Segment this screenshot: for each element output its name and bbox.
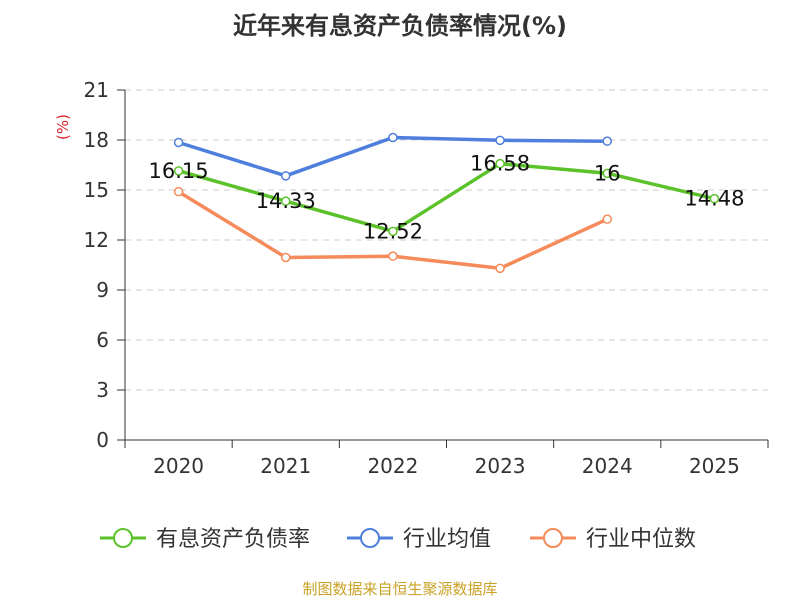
y-tick-label: 9 (96, 278, 109, 302)
data-point (495, 158, 505, 169)
data-point (709, 193, 720, 204)
legend-marker (543, 528, 563, 548)
data-point (281, 196, 291, 206)
y-tick-label: 0 (96, 428, 109, 452)
data-point (388, 132, 398, 143)
legend-marker (113, 528, 133, 548)
y-tick-label: 6 (96, 328, 109, 352)
data-point (281, 252, 291, 263)
data-point (602, 168, 612, 179)
x-tick-label: 2022 (367, 454, 418, 478)
y-tick-label: 21 (84, 78, 109, 102)
data-label: 16.58 (470, 152, 530, 176)
chart-title: 近年来有息资产负债率情况(%) (233, 12, 567, 40)
data-point (602, 136, 612, 146)
legend-marker (360, 528, 380, 548)
legend-label: 行业中位数 (586, 527, 696, 552)
x-tick-label: 2025 (689, 454, 740, 478)
x-tick-label: 2021 (260, 454, 311, 478)
data-point (173, 186, 184, 197)
data-point (281, 171, 291, 181)
data-point (173, 166, 184, 176)
series-line (176, 161, 717, 234)
data-point (388, 226, 398, 237)
data-label: 14.33 (256, 189, 316, 213)
x-tick-label: 2020 (153, 454, 204, 478)
y-tick-label: 12 (84, 228, 109, 252)
x-tick-label: 2023 (475, 454, 526, 478)
y-axis-label: (%) (54, 114, 72, 140)
legend-label: 行业均值 (403, 527, 491, 552)
data-point (495, 263, 505, 274)
data-point (388, 251, 398, 261)
data-label: 16 (594, 161, 621, 185)
y-tick-label: 3 (96, 378, 109, 402)
x-tick-label: 2024 (582, 454, 633, 478)
data-label: 12.52 (363, 219, 423, 243)
data-point (602, 214, 612, 224)
data-label: 14.48 (684, 187, 744, 211)
data-label: 16.15 (149, 159, 209, 183)
source-note: 制图数据来自恒生聚源数据库 (302, 580, 498, 598)
y-tick-label: 15 (84, 178, 109, 202)
y-tick-label: 18 (84, 128, 109, 152)
data-point (173, 137, 184, 148)
legend-label: 有息资产负债率 (156, 527, 310, 552)
data-point (495, 135, 505, 146)
series-line (176, 135, 610, 178)
